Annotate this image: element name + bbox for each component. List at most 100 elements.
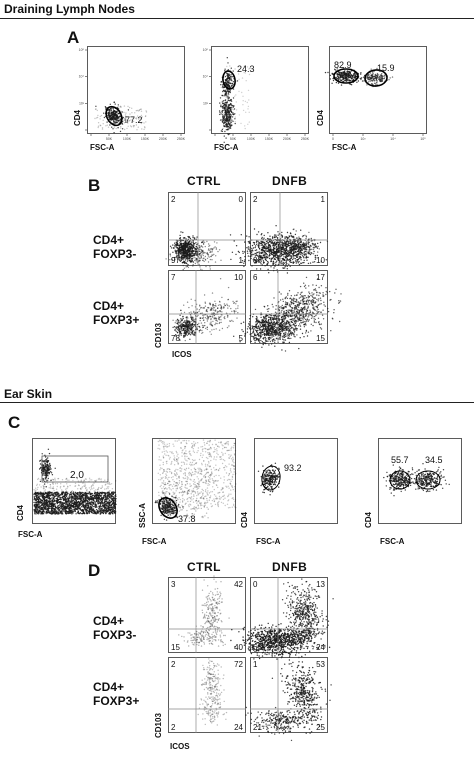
panel-c-plot-2: 37.8 xyxy=(152,438,237,524)
event-band xyxy=(161,467,213,519)
gate-rectangle xyxy=(41,455,109,483)
event-cloud xyxy=(281,578,334,649)
event-cloud xyxy=(359,67,394,88)
panel-d-row1-label-line1: CD4+ xyxy=(93,614,125,628)
tick-label: 0 xyxy=(332,137,334,141)
tick-label: 10⁴ xyxy=(79,75,85,79)
tick-label: 200K xyxy=(159,137,168,141)
panel-letter-b: B xyxy=(88,176,101,195)
gate-value: 78 xyxy=(171,334,180,343)
plot-frame xyxy=(168,192,246,266)
panel-d-xlabel: ICOS xyxy=(170,742,190,751)
event-band xyxy=(94,105,148,131)
event-cloud xyxy=(233,305,310,351)
gate-value: 15.9 xyxy=(377,63,395,73)
tick-label: 250K xyxy=(177,137,186,141)
event-cloud xyxy=(165,240,222,271)
panel-b-dnfb-foxp3-neg-plot: 2 188 10 xyxy=(229,192,329,274)
panel-b-row1-label-line1: CD4+ xyxy=(93,233,125,247)
gate-value: 0 xyxy=(239,195,244,204)
gate-ellipse xyxy=(415,470,441,490)
panel-d-ctrl-foxp3-neg-plot: 3 42 15 40 xyxy=(168,575,246,653)
gate-ellipse xyxy=(261,465,281,491)
gate-value: 7 xyxy=(171,273,176,282)
event-cloud xyxy=(199,640,225,726)
tick-label: 10⁵ xyxy=(203,48,209,52)
panel-letter-d: D xyxy=(88,561,101,580)
tick-label: 10⁴ xyxy=(203,75,209,79)
panel-c-plot-4-xlabel: FSC-A xyxy=(380,537,405,546)
panel-d-ylabel: CD103 xyxy=(154,713,163,738)
gate-value: 62 xyxy=(253,334,262,343)
section-title-lymph-nodes: Draining Lymph Nodes xyxy=(4,2,135,16)
panel-d-row2-label-line1: CD4+ xyxy=(93,680,125,694)
gate-value: 5 xyxy=(239,334,244,343)
panel-b-row2-label: CD4+ FOXP3+ xyxy=(93,299,139,327)
gate-value: 0 xyxy=(253,580,258,589)
event-cloud xyxy=(274,228,329,262)
gate-value: 10 xyxy=(316,256,325,265)
panel-d-row2-label: CD4+ FOXP3+ xyxy=(93,680,139,708)
plot-frame xyxy=(87,46,185,134)
gate-value: 1 xyxy=(253,660,258,669)
event-cloud xyxy=(218,87,236,143)
gate-value: 24 xyxy=(316,643,325,652)
panel-d-header-dnfb: DNFB xyxy=(272,560,308,574)
tick-label: 10³ xyxy=(360,137,366,141)
panel-letter-a: A xyxy=(67,28,80,47)
event-cloud xyxy=(220,57,239,97)
panel-c-plot-2-ylabel: SSC-A xyxy=(138,503,147,528)
plot-frame xyxy=(250,657,328,733)
panel-d-row1-label-line2: FOXP3- xyxy=(93,628,137,642)
gate-value: 15 xyxy=(316,334,325,343)
panel-a-plot-1-ylabel: CD4 xyxy=(73,109,82,126)
plot-frame xyxy=(378,438,462,524)
plot-frame xyxy=(168,577,246,653)
plot-frame xyxy=(250,270,328,344)
panel-a-plot-3-ylabel: CD4 xyxy=(316,109,325,126)
gate-ellipse xyxy=(364,69,388,87)
gate-value: 10 xyxy=(234,273,243,282)
panel-c-plot-4: 55.7 34.5 xyxy=(378,438,462,524)
panel-d-ctrl-foxp3-pos-plot: 2 72 2 24 xyxy=(168,640,246,733)
axis-ticks: 50K 100K 150K 200K 250K 10³ 10⁴ 10⁵ xyxy=(79,48,186,141)
panel-a-plot-1: 50K 100K 150K 200K 250K 10³ 10⁴ 10⁵ 77.2 xyxy=(79,46,186,141)
panel-d-header-ctrl: CTRL xyxy=(187,560,221,574)
gate-value: 24 xyxy=(234,723,243,732)
gate-value: 2 xyxy=(171,195,176,204)
panel-c-plot-2-xlabel: FSC-A xyxy=(142,537,167,546)
gate-value: 53 xyxy=(316,660,325,669)
event-cloud xyxy=(257,462,281,496)
panel-c-plot-3-ylabel: CD4 xyxy=(240,511,249,528)
tick-label: 200K xyxy=(283,137,292,141)
panel-c-plot-1-xlabel: FSC-A xyxy=(18,530,43,539)
gate-value: 3 xyxy=(171,580,176,589)
gate-ellipse xyxy=(333,68,359,84)
tick-label: 150K xyxy=(265,137,274,141)
panel-b-row1-label: CD4+ FOXP3- xyxy=(93,233,136,261)
panel-a-plot-1-xlabel: FSC-A xyxy=(90,143,115,152)
event-cloud xyxy=(200,575,230,642)
panel-d-dnfb-foxp3-neg-plot: 0 13 63 24 xyxy=(230,577,334,660)
gate-value: 2 xyxy=(253,195,258,204)
panel-d-dnfb-foxp3-pos-plot: 1 53 21 25 xyxy=(245,649,332,742)
gate-ellipse xyxy=(105,105,123,127)
tick-label: 10⁴ xyxy=(390,137,396,141)
gate-value: 6 xyxy=(253,273,258,282)
tick-label: 50K xyxy=(106,137,113,141)
gate-value: 55.7 xyxy=(391,455,409,465)
gate-ellipse xyxy=(158,497,178,519)
event-band xyxy=(157,439,237,509)
panel-d-row1-label: CD4+ FOXP3- xyxy=(93,614,136,642)
panel-b-xlabel: ICOS xyxy=(172,350,192,359)
gate-value: 21 xyxy=(253,723,262,732)
plot-frame xyxy=(254,438,338,524)
section-divider xyxy=(0,402,474,403)
section-divider xyxy=(0,18,474,19)
plot-frame xyxy=(152,438,236,524)
panel-a-plot-2-xlabel: FSC-A xyxy=(214,143,239,152)
gate-value: 40 xyxy=(234,643,243,652)
event-band xyxy=(33,491,117,515)
gate-ellipse xyxy=(222,70,236,90)
tick-label: 250K xyxy=(301,137,310,141)
